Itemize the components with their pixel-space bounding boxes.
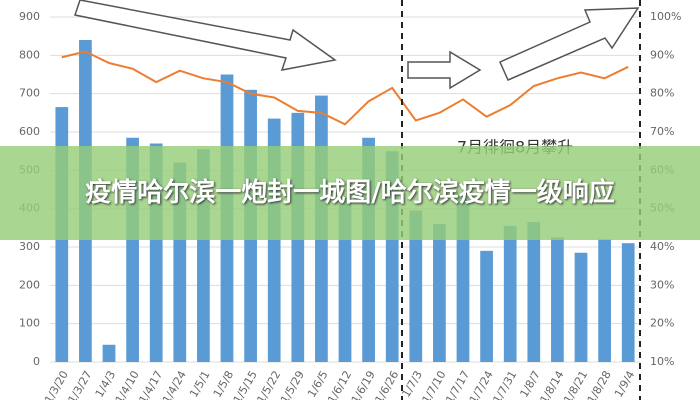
y2-tick-label: 40% — [650, 240, 674, 253]
y2-tick-label: 90% — [650, 48, 674, 61]
line — [61, 50, 629, 126]
y2-tick-label: 100% — [650, 10, 681, 23]
x-tick-label: 1/3/27 — [66, 368, 95, 400]
decor-arrows — [74, 0, 640, 90]
y2-tick-label: 70% — [650, 125, 674, 138]
x-tick-label: 1/5/29 — [278, 368, 307, 400]
x-tick-label: 1/7/17 — [443, 368, 472, 400]
x-tick-label: 1/5/22 — [254, 369, 283, 401]
y-tick-label: 600 — [19, 125, 40, 138]
bar — [527, 222, 541, 362]
y-tick-label: 100 — [19, 317, 40, 330]
y2-tick-label: 80% — [650, 87, 674, 100]
x-tick-label: 1/6/12 — [325, 369, 354, 401]
y-tick-label: 0 — [33, 355, 40, 368]
bar — [598, 239, 611, 362]
x-tick-label: 1/6/19 — [349, 368, 378, 400]
bar — [621, 243, 635, 362]
x-tick-label: 1/7/24 — [467, 368, 496, 400]
banner: 疫情哈尔滨一炮封一城图/哈尔滨疫情一级响应 — [0, 146, 700, 240]
y-tick-label: 300 — [19, 240, 40, 253]
x-tick-label: 1/8/14 — [538, 368, 567, 400]
y2-tick-label: 20% — [650, 317, 674, 330]
x-tick-label: 1/4/10 — [113, 368, 142, 400]
x-tick-label: 1/8/28 — [585, 368, 614, 400]
x-tick-label: 1/4/17 — [136, 368, 165, 400]
bar — [102, 344, 116, 362]
y-tick-label: 900 — [19, 10, 40, 23]
y-tick-label: 800 — [19, 48, 40, 61]
bar — [574, 252, 588, 362]
x-tick-label: 1/7/31 — [490, 369, 519, 401]
bar — [551, 237, 564, 362]
x-tick-label: 1/9/4 — [612, 369, 637, 400]
banner-title: 疫情哈尔滨一炮封一城图/哈尔滨疫情一级响应 — [85, 178, 615, 208]
bar — [503, 225, 517, 362]
x-tick-label: 1/7/10 — [420, 368, 449, 400]
x-tick-label: 1/5/1 — [187, 369, 212, 400]
x-tick-label: 1/4/24 — [160, 368, 189, 400]
y2-tick-label: 30% — [650, 278, 674, 291]
bar — [480, 250, 493, 362]
bar — [433, 224, 446, 362]
bar — [409, 210, 423, 362]
x-tick-label: 1/8/21 — [561, 369, 590, 401]
x-tick-label: 1/3/20 — [42, 368, 71, 400]
x-tick-label: 1/5/15 — [231, 368, 260, 400]
x-tick-label: 1/6/26 — [372, 368, 401, 400]
y2-tick-label: 10% — [650, 355, 674, 368]
y-tick-label: 200 — [19, 278, 40, 291]
y-tick-label: 700 — [19, 87, 40, 100]
